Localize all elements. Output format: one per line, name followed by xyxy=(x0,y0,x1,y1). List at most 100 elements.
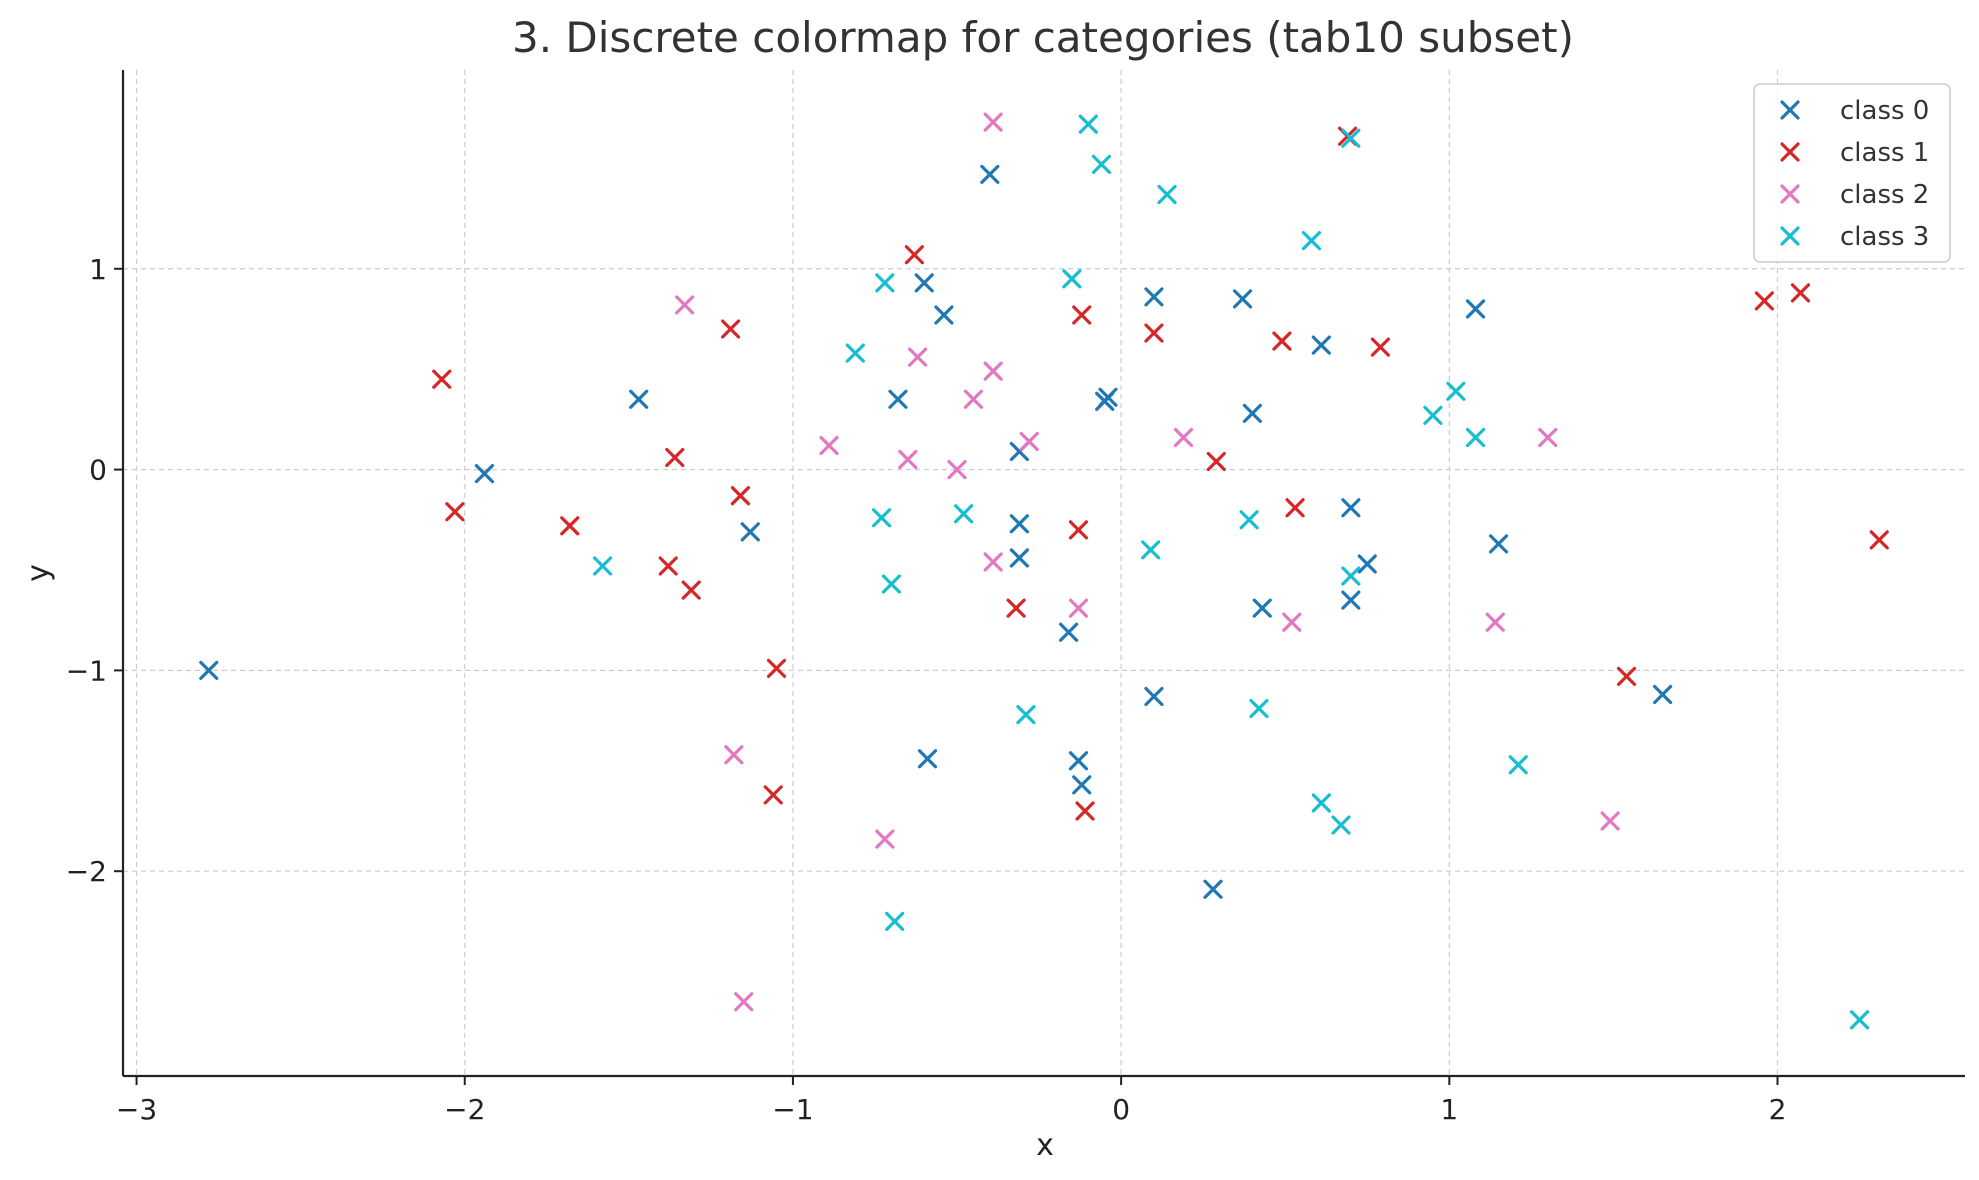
data-point xyxy=(629,389,649,409)
legend-label: class 2 xyxy=(1840,180,1929,210)
data-point xyxy=(871,508,892,528)
data-point xyxy=(898,449,918,470)
series-class-3 xyxy=(592,114,1870,1030)
series-class-2 xyxy=(675,112,1620,1012)
legend-marker xyxy=(1780,184,1800,204)
data-point xyxy=(1239,510,1259,530)
x-axis-label: x xyxy=(1036,1128,1054,1163)
data-point xyxy=(1098,387,1118,407)
data-point xyxy=(1068,751,1089,771)
grid-lines xyxy=(123,70,1965,1076)
data-point xyxy=(983,112,1003,132)
series-class-1 xyxy=(432,126,1889,821)
chart-title: 3. Discrete colormap for categories (tab… xyxy=(512,13,1574,62)
data-point xyxy=(885,911,905,932)
data-point xyxy=(1252,598,1272,618)
legend-label: class 1 xyxy=(1840,138,1929,168)
legend-marker xyxy=(1780,142,1800,162)
data-point xyxy=(1242,403,1262,423)
data-point xyxy=(1075,801,1095,821)
data-point xyxy=(1849,1010,1870,1030)
data-point xyxy=(1019,431,1039,452)
data-point xyxy=(1141,540,1161,560)
data-point xyxy=(1203,879,1223,899)
legend-box xyxy=(1753,83,1951,263)
data-point xyxy=(1488,534,1509,554)
data-point xyxy=(1616,666,1637,687)
data-point xyxy=(845,343,865,363)
x-tick-label: −3 xyxy=(116,1093,157,1126)
data-point xyxy=(888,389,908,409)
data-point xyxy=(1272,331,1292,351)
data-point xyxy=(1754,291,1774,311)
data-point xyxy=(675,295,695,315)
data-point xyxy=(1068,598,1089,618)
data-point xyxy=(432,369,452,389)
data-point xyxy=(1062,269,1082,289)
data-point xyxy=(1173,427,1194,448)
data-point xyxy=(720,319,741,339)
legend-marker xyxy=(1780,100,1800,120)
data-point xyxy=(1653,684,1673,705)
data-point xyxy=(1301,231,1322,251)
data-point xyxy=(963,389,984,409)
ticks: −3 −2 −1 0 1 2 −2 −1 0 1 xyxy=(66,253,1787,1126)
data-point xyxy=(1009,548,1029,568)
data-point xyxy=(445,502,465,522)
data-point xyxy=(740,522,760,542)
data-point xyxy=(1249,698,1269,719)
data-point xyxy=(592,556,613,576)
data-point xyxy=(1157,184,1177,205)
data-point xyxy=(1016,704,1036,725)
legend-label: class 0 xyxy=(1840,96,1929,126)
data-point xyxy=(1341,128,1361,148)
data-point xyxy=(1423,405,1443,425)
data-point xyxy=(980,164,1000,184)
data-point xyxy=(658,556,678,576)
data-point xyxy=(983,552,1003,572)
data-point xyxy=(1282,612,1302,632)
data-point xyxy=(875,829,895,849)
data-points xyxy=(199,112,1889,1030)
y-tick-label: −1 xyxy=(66,654,107,687)
data-point xyxy=(1144,323,1164,343)
data-point xyxy=(1341,590,1361,610)
x-tick-label: 0 xyxy=(1112,1093,1130,1126)
data-point xyxy=(1790,283,1811,303)
data-point xyxy=(1311,335,1331,355)
data-point xyxy=(766,658,787,678)
data-point xyxy=(560,516,580,536)
y-tick-label: 1 xyxy=(89,253,107,286)
y-tick-label: −2 xyxy=(66,855,107,888)
data-point xyxy=(819,435,839,456)
data-point xyxy=(724,745,744,765)
data-point xyxy=(1006,598,1026,618)
data-point xyxy=(947,459,967,480)
y-axis-label: y xyxy=(21,564,56,582)
data-point xyxy=(1091,154,1112,174)
data-point xyxy=(1341,566,1361,586)
data-point xyxy=(908,347,928,367)
data-point xyxy=(953,504,974,524)
data-point xyxy=(1370,337,1390,357)
data-point xyxy=(199,660,219,680)
data-point xyxy=(1465,427,1486,448)
data-point xyxy=(665,447,685,468)
data-point xyxy=(1009,514,1029,534)
data-point xyxy=(904,245,924,265)
data-point xyxy=(1538,427,1558,448)
axes xyxy=(121,70,1965,1078)
data-point xyxy=(1869,530,1889,550)
legend-marker xyxy=(1780,226,1800,246)
data-point xyxy=(734,992,754,1012)
data-point xyxy=(1465,299,1486,319)
data-point xyxy=(914,273,934,293)
data-point xyxy=(763,785,783,805)
data-point xyxy=(1144,686,1164,707)
data-point xyxy=(1072,775,1092,795)
y-tick-label: 0 xyxy=(89,454,107,487)
data-point xyxy=(983,361,1003,381)
data-point xyxy=(1446,381,1466,401)
x-tick-label: −1 xyxy=(772,1093,813,1126)
